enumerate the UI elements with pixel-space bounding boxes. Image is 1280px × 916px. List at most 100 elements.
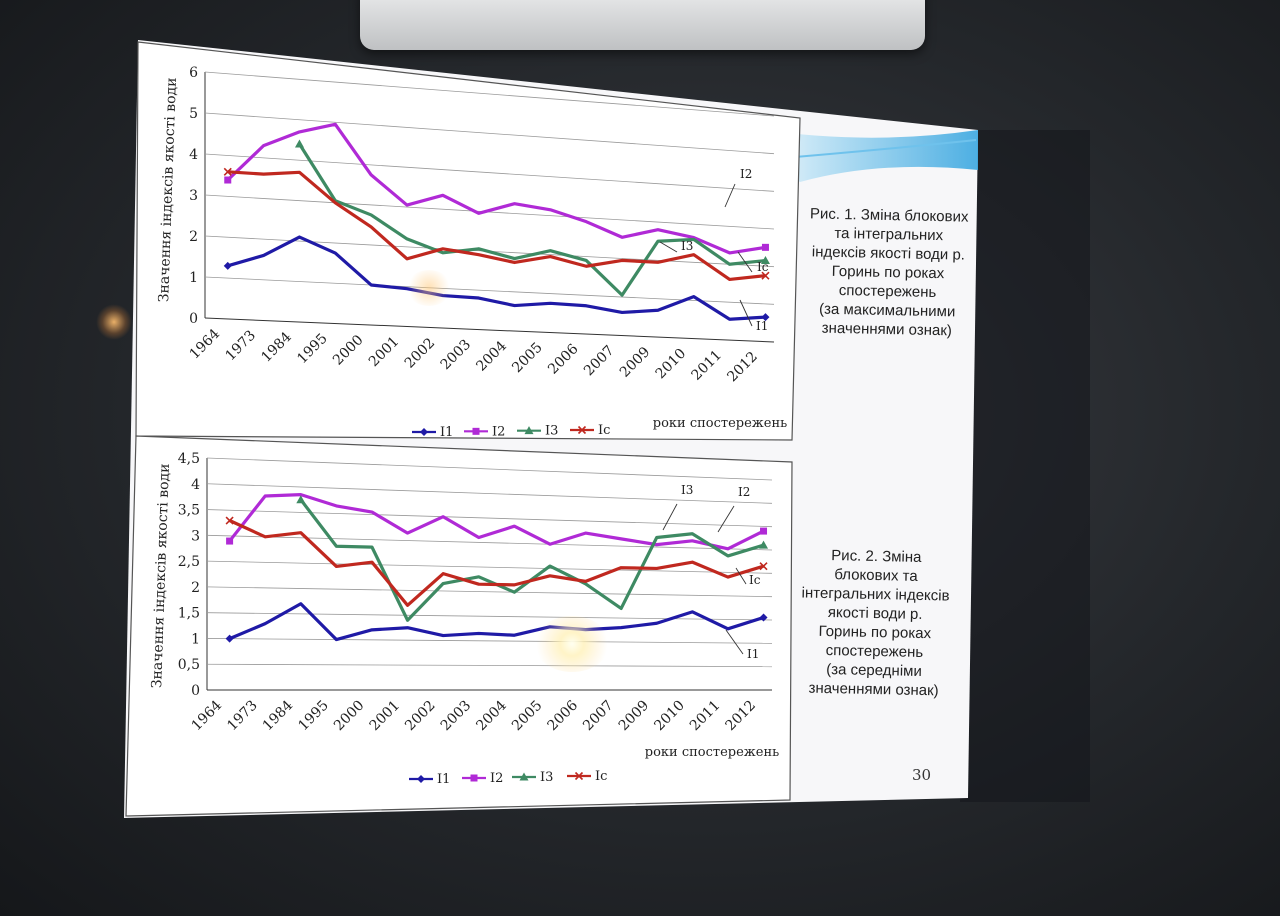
annotation-label: I1: [747, 647, 759, 661]
annotation-leader: [659, 241, 678, 253]
gridline: [204, 71, 775, 117]
marker-cross: [574, 771, 584, 781]
annotation-label: Ic: [757, 260, 769, 274]
gridline: [206, 663, 773, 668]
light-reflection: [406, 270, 452, 306]
legend-label: I1: [437, 772, 450, 787]
legend-label: I1: [440, 425, 453, 440]
marker-triangle: [296, 495, 306, 504]
wall-lamp-glow: [96, 304, 132, 340]
marker-diamond: [420, 428, 428, 436]
gridline: [206, 534, 773, 551]
marker-diamond: [759, 613, 768, 622]
y-tick-label: 5: [189, 106, 198, 122]
y-tick-label: 4: [191, 477, 200, 493]
y-tick-label: 4,5: [178, 451, 200, 467]
caption-line: інтегральних індексів: [801, 584, 950, 605]
marker-square: [224, 176, 232, 184]
marker-diamond: [223, 261, 232, 270]
gridline: [206, 586, 773, 598]
y-tick-label: 4: [189, 147, 198, 163]
y-tick-label: 2,5: [178, 554, 200, 570]
chart2-frame: [125, 435, 793, 817]
series-line-Ic: [228, 519, 764, 607]
marker-square: [760, 527, 768, 535]
legend-label: I3: [545, 424, 558, 439]
legend-label: I2: [492, 424, 505, 439]
gridline: [206, 457, 773, 481]
annotation-leader: [735, 567, 747, 585]
y-tick-label: 2: [189, 229, 198, 245]
marker-cross: [761, 271, 770, 280]
annotation-label: I3: [681, 483, 693, 497]
y-axis-title: Значення індексів якості води: [156, 77, 180, 302]
y-tick-label: 0,5: [178, 657, 200, 673]
legend-label: I2: [490, 771, 503, 786]
x-axis-title: роки спостережень: [645, 745, 779, 760]
marker-square: [226, 537, 234, 545]
y-tick-label: 0: [191, 683, 200, 699]
y-tick-label: 1: [189, 270, 198, 286]
series-line-I2: [226, 122, 766, 255]
annotation-leader: [662, 503, 678, 531]
annotation-label: I2: [740, 167, 752, 181]
marker-triangle: [759, 540, 769, 549]
marker-cross: [223, 167, 232, 176]
gridline: [204, 153, 775, 192]
series-line-I1: [227, 235, 766, 321]
marker-cross: [759, 562, 768, 571]
y-tick-label: 1: [191, 631, 200, 647]
gridline: [206, 560, 773, 574]
y-tick-label: 3: [189, 188, 198, 204]
annotation-label: I2: [738, 485, 750, 499]
marker-triangle: [294, 139, 304, 148]
caption-line: значеннями ознак): [808, 679, 939, 700]
series-line-I2: [228, 493, 765, 551]
annotation-leader: [739, 299, 753, 327]
series-line-I3: [298, 143, 766, 297]
chart1-frame: [135, 41, 801, 441]
annotation-leader: [725, 629, 744, 655]
legend-label: Ic: [598, 423, 610, 438]
y-tick-label: 6: [189, 65, 198, 81]
marker-triangle: [524, 426, 534, 435]
legend-label: I3: [540, 770, 553, 785]
air-conditioner: [360, 0, 925, 50]
legend-label: Ic: [595, 769, 607, 784]
annotation-leader: [724, 183, 736, 208]
marker-square: [470, 774, 478, 782]
figure2-caption: Рис. 2. Зміна блокових та інтегральних інд…: [788, 545, 961, 701]
y-tick-label: 1,5: [178, 606, 200, 622]
annotation-label: Ic: [749, 573, 761, 587]
annotation-leader: [717, 505, 735, 533]
gridline: [206, 638, 773, 644]
y-tick-label: 3,5: [178, 503, 200, 519]
marker-diamond: [417, 775, 425, 783]
marker-triangle: [760, 256, 770, 265]
annotation-label: I3: [681, 239, 693, 253]
marker-diamond: [225, 634, 234, 643]
y-tick-label: 0: [189, 311, 198, 327]
page-number: 30: [912, 766, 932, 784]
gridline: [204, 276, 775, 305]
figure1-caption: Рис. 1. Зміна блокових та інтегральних інд…: [787, 204, 990, 341]
annotation-label: I1: [756, 319, 768, 333]
gridline: [204, 112, 775, 155]
projection-shadow: [960, 130, 1090, 802]
marker-diamond: [761, 313, 770, 322]
series-line-I1: [228, 602, 765, 642]
y-tick-label: 2: [191, 580, 200, 596]
series-line-Ic: [227, 170, 766, 282]
marker-triangle: [519, 772, 529, 781]
marker-square: [761, 243, 769, 251]
marker-cross: [225, 516, 234, 525]
x-axis-title: роки спостережень: [653, 416, 787, 431]
gridline: [206, 509, 773, 528]
marker-cross: [577, 425, 587, 435]
y-tick-label: 3: [191, 528, 200, 544]
gridline: [206, 483, 773, 504]
x-axis: [204, 317, 775, 343]
gridline: [206, 612, 773, 621]
